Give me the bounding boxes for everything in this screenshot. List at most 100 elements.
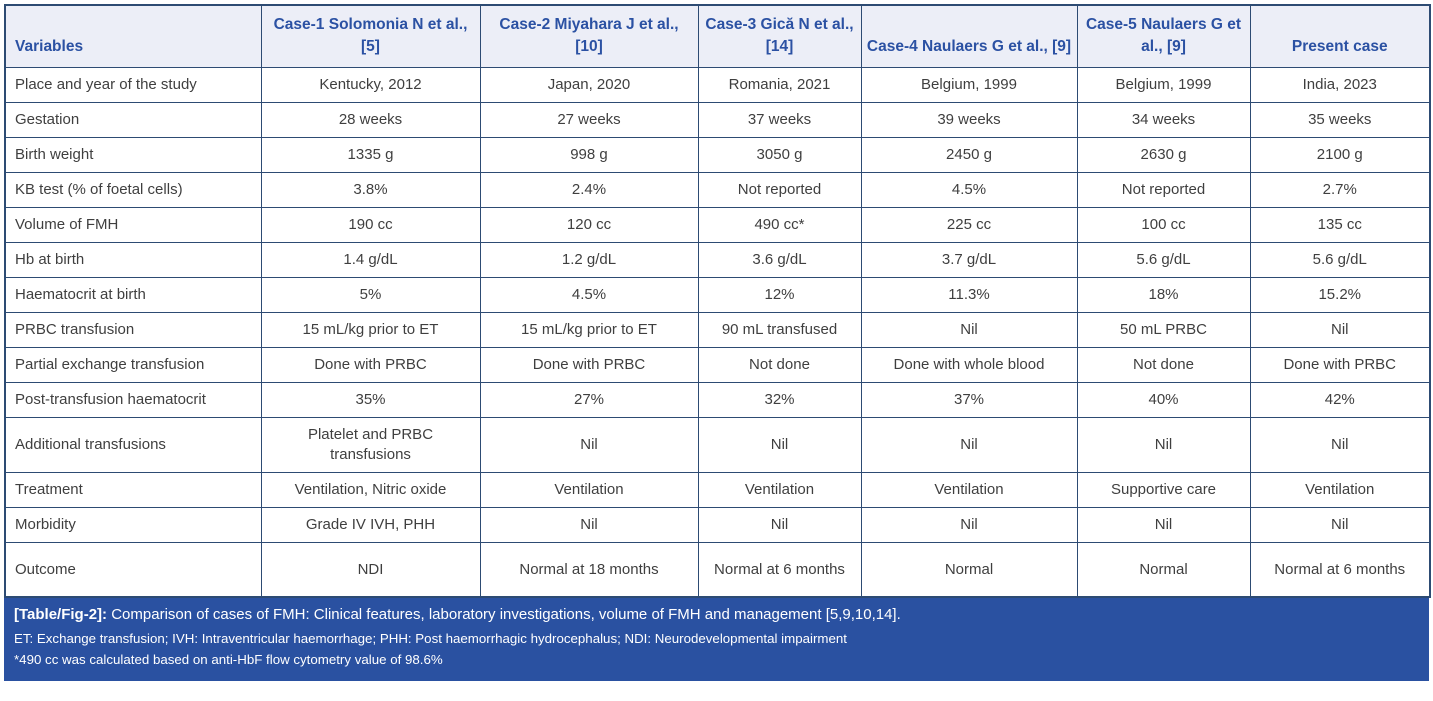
value-cell: 490 cc* [697,206,862,243]
value-cell: Done with PRBC [1249,346,1431,383]
value-cell: 2100 g [1249,136,1431,173]
value-cell: Platelet and PRBC transfusions [260,416,481,473]
value-cell: 28 weeks [260,101,481,138]
value-cell: 37% [860,381,1078,418]
value-cell: 190 cc [260,206,481,243]
value-cell: 15 mL/kg prior to ET [479,311,699,348]
column-header: Case-4 Naulaers G et al., [9] [860,4,1078,68]
value-cell: Nil [860,311,1078,348]
value-cell: 998 g [479,136,699,173]
value-cell: 40% [1076,381,1251,418]
table-row: Volume of FMH 190 cc 120 cc 490 cc* 225 cc 10… [4,206,1431,243]
value-cell: 4.5% [479,276,699,313]
value-cell: Nil [860,416,1078,473]
value-cell: Nil [1076,416,1251,473]
table-row: KB test (% of foetal cells) 3.8% 2.4% Not r… [4,171,1431,208]
variable-cell: Birth weight [4,136,262,173]
value-cell: Nil [1076,506,1251,543]
value-cell: Nil [860,506,1078,543]
value-cell: 27 weeks [479,101,699,138]
table-row: Birth weight 1335 g 998 g 3050 g 2450 g 2630 … [4,136,1431,173]
value-cell: Nil [1249,311,1431,348]
variable-cell: Outcome [4,541,262,598]
value-cell: Nil [1249,506,1431,543]
value-cell: 12% [697,276,862,313]
value-cell: 90 mL transfused [697,311,862,348]
table-row: Morbidity Grade IV IVH, PHH Nil Nil Nil Nil Ni… [4,506,1431,543]
value-cell: 225 cc [860,206,1078,243]
value-cell: Nil [697,416,862,473]
value-cell: Normal [1076,541,1251,598]
value-cell: 5.6 g/dL [1076,241,1251,278]
value-cell: Done with PRBC [260,346,481,383]
column-header: Case-1 Solomonia N et al., [5] [260,4,481,68]
value-cell: Kentucky, 2012 [260,66,481,103]
variable-cell: Morbidity [4,506,262,543]
value-cell: 3.6 g/dL [697,241,862,278]
variable-cell: Haematocrit at birth [4,276,262,313]
column-header: Case-2 Miyahara J et al., [10] [479,4,699,68]
table-fig-2: Variables Case-1 Solomonia N et al., [5] C… [4,4,1431,682]
table-row: Place and year of the study Kentucky, 201… [4,66,1431,103]
value-cell: 35% [260,381,481,418]
column-header: Case-5 Naulaers G et al., [9] [1076,4,1251,68]
variable-cell: KB test (% of foetal cells) [4,171,262,208]
table-row: Haematocrit at birth 5% 4.5% 12% 11.3% 18% 15.… [4,276,1431,313]
value-cell: Normal at 6 months [1249,541,1431,598]
column-header-variables: Variables [4,4,262,68]
value-cell: 34 weeks [1076,101,1251,138]
value-cell: Ventilation, Nitric oxide [260,471,481,508]
value-cell: Done with PRBC [479,346,699,383]
caption-line: [Table/Fig-2]: Comparison of cases of FM… [14,604,1419,626]
value-cell: 2.4% [479,171,699,208]
value-cell: 15 mL/kg prior to ET [260,311,481,348]
value-cell: Not reported [697,171,862,208]
header-row: Variables Case-1 Solomonia N et al., [5] C… [4,4,1431,68]
value-cell: 3.7 g/dL [860,241,1078,278]
value-cell: NDI [260,541,481,598]
variable-cell: Partial exchange transfusion [4,346,262,383]
value-cell: 135 cc [1249,206,1431,243]
value-cell: Ventilation [860,471,1078,508]
value-cell: Not done [697,346,862,383]
value-cell: Belgium, 1999 [1076,66,1251,103]
value-cell: Normal at 18 months [479,541,699,598]
column-header: Present case [1249,4,1431,68]
value-cell: 4.5% [860,171,1078,208]
value-cell: Romania, 2021 [697,66,862,103]
value-cell: Ventilation [479,471,699,508]
table-row: Partial exchange transfusion Done with PR… [4,346,1431,383]
table-row: Gestation 28 weeks 27 weeks 37 weeks 39 week… [4,101,1431,138]
value-cell: 100 cc [1076,206,1251,243]
value-cell: Normal [860,541,1078,598]
value-cell: 2630 g [1076,136,1251,173]
footnote-line: *490 cc was calculated based on anti-HbF… [14,652,443,668]
value-cell: Belgium, 1999 [860,66,1078,103]
table-row: PRBC transfusion 15 mL/kg prior to ET 15 m… [4,311,1431,348]
value-cell: Japan, 2020 [479,66,699,103]
variable-cell: Volume of FMH [4,206,262,243]
value-cell: 42% [1249,381,1431,418]
value-cell: 37 weeks [697,101,862,138]
abbreviations-line: ET: Exchange transfusion; IVH: Intravent… [14,630,847,646]
value-cell: 5.6 g/dL [1249,241,1431,278]
value-cell: India, 2023 [1249,66,1431,103]
value-cell: 35 weeks [1249,101,1431,138]
value-cell: 2450 g [860,136,1078,173]
variable-cell: Post-transfusion haematocrit [4,381,262,418]
table-caption-band: [Table/Fig-2]: Comparison of cases of FM… [4,598,1429,682]
value-cell: 50 mL PRBC [1076,311,1251,348]
value-cell: 1.2 g/dL [479,241,699,278]
table-row: Additional transfusions Platelet and PRBC… [4,416,1431,473]
value-cell: Nil [1249,416,1431,473]
value-cell: Nil [697,506,862,543]
value-cell: Ventilation [697,471,862,508]
caption-label: [Table/Fig-2]: [14,606,108,623]
variable-cell: Gestation [4,101,262,138]
value-cell: 3.8% [260,171,481,208]
variable-cell: Treatment [4,471,262,508]
value-cell: Not done [1076,346,1251,383]
variable-cell: Additional transfusions [4,416,262,473]
value-cell: Nil [479,506,699,543]
value-cell: Done with whole blood [860,346,1078,383]
